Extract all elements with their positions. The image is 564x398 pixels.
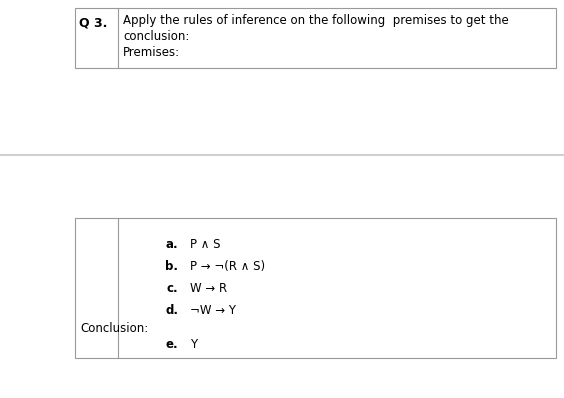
Text: Apply the rules of inference on the following  premises to get the: Apply the rules of inference on the foll…	[123, 14, 509, 27]
Text: conclusion:: conclusion:	[123, 30, 190, 43]
Text: b.: b.	[165, 260, 178, 273]
Text: c.: c.	[166, 282, 178, 295]
Bar	[75, 218, 556, 358]
Text: d.: d.	[165, 304, 178, 317]
Text: ¬W → Y: ¬W → Y	[190, 304, 236, 317]
Text: Y: Y	[190, 338, 197, 351]
Text: P ∧ S: P ∧ S	[190, 238, 221, 251]
Text: e.: e.	[165, 338, 178, 351]
Text: W → R: W → R	[190, 282, 227, 295]
Text: Premises:: Premises:	[123, 46, 180, 59]
Text: Q 3.: Q 3.	[79, 16, 107, 29]
Text: a.: a.	[165, 238, 178, 251]
Bar	[75, 8, 556, 68]
Text: P → ¬(R ∧ S): P → ¬(R ∧ S)	[190, 260, 265, 273]
Text: Conclusion:: Conclusion:	[80, 322, 148, 335]
